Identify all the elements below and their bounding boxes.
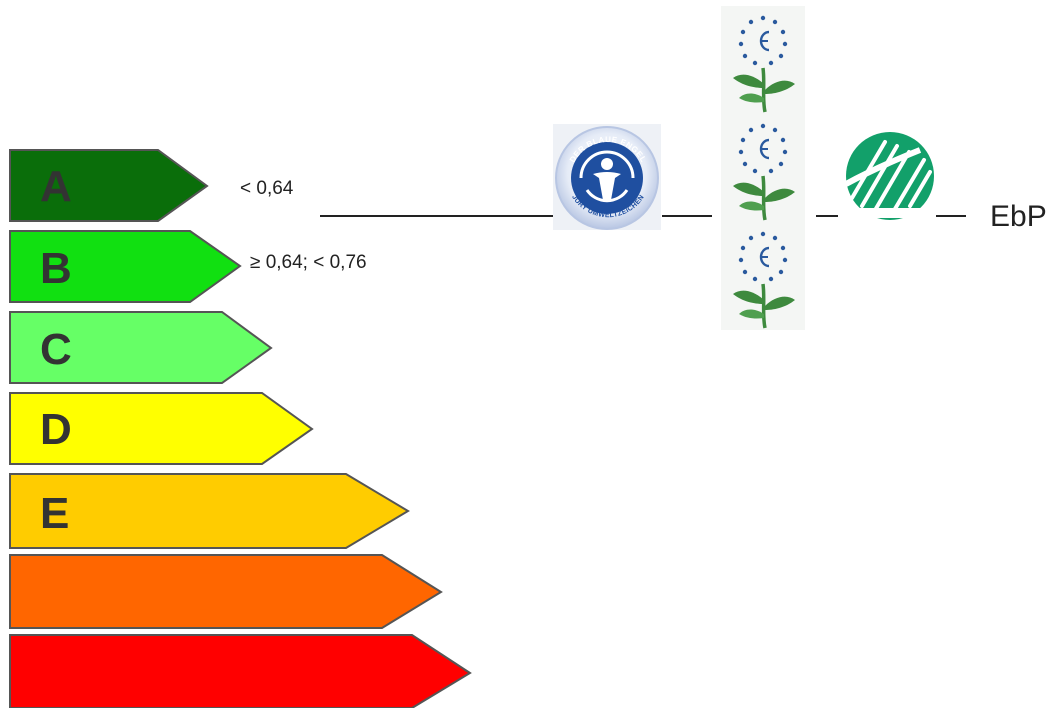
eu-ecolabel-flower-icon [719, 4, 807, 332]
energy-class-b-bar: B [9, 230, 242, 303]
ebp-label: EbP [990, 200, 1047, 233]
energy-class-g-bar [9, 634, 472, 708]
energy-class-b-letter: B [40, 244, 72, 293]
energy-class-e-letter: E [40, 489, 69, 538]
energy-class-e-bar: E [9, 473, 410, 549]
energy-class-c-bar: C [9, 311, 273, 384]
threshold-a-text: < 0,64 [240, 178, 294, 199]
nordic-swan-icon [844, 132, 934, 220]
energy-class-c-letter: C [40, 325, 72, 374]
blauer-engel-logo: DER BLAUE ENGEL JURY UMWELTZEICHEN [553, 124, 661, 230]
energy-class-f-bar [9, 554, 443, 629]
energy-class-d-bar: D [9, 392, 314, 465]
energy-class-d-letter: D [40, 405, 72, 454]
energy-class-a-letter: A [40, 162, 72, 211]
threshold-b-text: ≥ 0,64; < 0,76 [250, 252, 367, 273]
energy-class-a-bar: A [9, 149, 209, 222]
